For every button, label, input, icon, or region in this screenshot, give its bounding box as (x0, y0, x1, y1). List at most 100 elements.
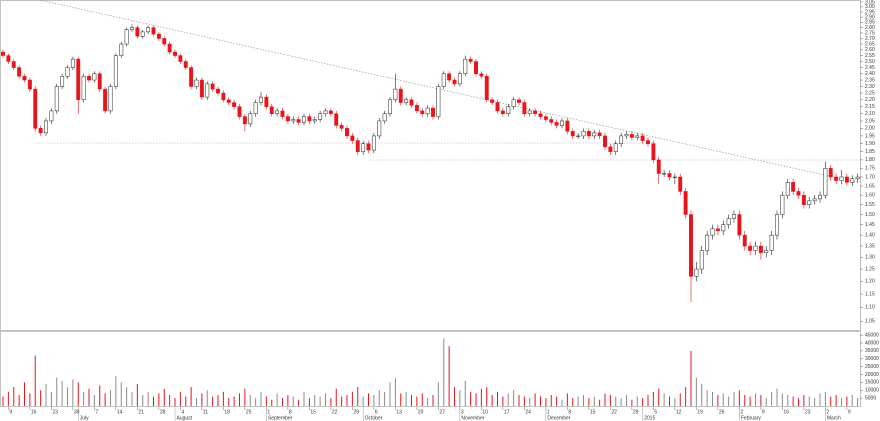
volume-bar (432, 394, 434, 406)
volume-bar (464, 380, 466, 406)
candle-body (608, 146, 613, 152)
candle-body (291, 119, 296, 122)
x-tick-label: 1 (547, 409, 550, 415)
x-tick-label: 9 (762, 409, 765, 415)
volume-bar (733, 391, 735, 406)
candle-body (318, 113, 323, 120)
y-tick-label: 2.90 (865, 14, 875, 20)
candle-body (796, 191, 801, 196)
candle-body (269, 106, 274, 114)
x-tick-label: 6 (375, 409, 378, 415)
volume-bar (851, 394, 853, 406)
y-tick-label: 2.75 (865, 30, 875, 36)
y-tick-label: 2.25 (865, 90, 875, 96)
volume-bar (636, 396, 638, 406)
candle-body (103, 88, 108, 112)
candle-body (479, 73, 484, 77)
volume-bar (201, 393, 203, 406)
candle-body (253, 102, 258, 114)
y-tick-label: 1.35 (865, 243, 875, 249)
y-tick-label: 30000 (865, 356, 879, 362)
volume-bar (685, 387, 687, 406)
volume-bar (550, 394, 552, 406)
volume-bar (819, 393, 821, 406)
volume-bar (362, 396, 364, 406)
volume-bar (212, 396, 214, 406)
candle-body (135, 27, 140, 37)
volume-bar (669, 396, 670, 406)
volume-bar (357, 387, 359, 406)
volume-bar (416, 396, 418, 406)
candle-body (807, 200, 812, 205)
candle-body (517, 99, 521, 103)
candle-body (409, 99, 414, 106)
x-tick-label: 13 (396, 409, 402, 415)
volume-bar (61, 380, 63, 406)
x-tick-label: 27 (439, 409, 445, 415)
volume-bar (88, 388, 90, 406)
candle-body (81, 75, 86, 101)
y-tick-label: 2.05 (865, 118, 875, 124)
volume-bar (663, 393, 665, 406)
candle-body (393, 88, 398, 101)
volume-bar (126, 387, 128, 406)
candle-body (339, 125, 344, 129)
volume-bar (239, 393, 240, 406)
volume-bar (104, 393, 106, 406)
candle-body (361, 143, 366, 152)
volume-bar (147, 391, 149, 406)
volume-bar (346, 394, 348, 406)
y-tick-label: 45000 (865, 332, 879, 338)
candle-body (791, 182, 796, 192)
volume-bar (513, 390, 515, 406)
candle-body (178, 55, 183, 62)
x-tick-label: 10 (482, 409, 488, 415)
candle-body (570, 131, 575, 137)
y-tick-label: 2.35 (865, 77, 875, 83)
candle-body (651, 143, 656, 161)
volume-bar (136, 383, 138, 406)
x-tick-label: 29 (353, 409, 359, 415)
volume-bar (658, 388, 660, 406)
y-tick-label: 3.05 (865, 0, 875, 5)
candle-body (694, 268, 699, 277)
volume-bar (7, 391, 9, 406)
candle-body (705, 234, 710, 251)
y-tick-label: 10000 (865, 388, 879, 394)
candle-body (242, 116, 247, 125)
volume-bar (319, 396, 321, 406)
volume-bar (830, 396, 832, 406)
volume-bar (421, 393, 423, 406)
candle-body (855, 176, 860, 180)
volume-bar (459, 390, 461, 406)
volume-bar (217, 394, 219, 406)
candle-body (474, 61, 478, 74)
volume-bar (292, 396, 294, 406)
volume-bar (2, 396, 4, 406)
volume-bar (298, 399, 300, 406)
volume-bar (695, 377, 697, 406)
month-label: November (461, 415, 484, 421)
x-tick-label: 22 (332, 409, 338, 415)
x-tick-label: 16 (31, 409, 37, 415)
x-tick-label: 12 (676, 409, 682, 415)
y-tick-label: 1.95 (865, 133, 875, 139)
y-tick-label: 40000 (865, 340, 879, 346)
candle-body (801, 194, 806, 205)
candle-body (624, 134, 629, 137)
month-label: December (547, 415, 570, 421)
volume-bar (486, 387, 488, 406)
volume-bar (83, 391, 85, 406)
candle-body (592, 132, 597, 137)
y-tick-label: 1.45 (865, 222, 875, 228)
y-tick-label: 2.45 (865, 65, 875, 71)
candle-body (124, 29, 129, 45)
volume-bar (518, 394, 520, 406)
volume-bar (142, 394, 144, 406)
volume-bar (190, 387, 192, 406)
y-tick-label: 1.55 (865, 202, 875, 208)
month-label: March (827, 415, 841, 421)
y-tick-label: 1.85 (865, 149, 875, 155)
volume-bar (480, 388, 482, 406)
candle-body (597, 132, 602, 137)
